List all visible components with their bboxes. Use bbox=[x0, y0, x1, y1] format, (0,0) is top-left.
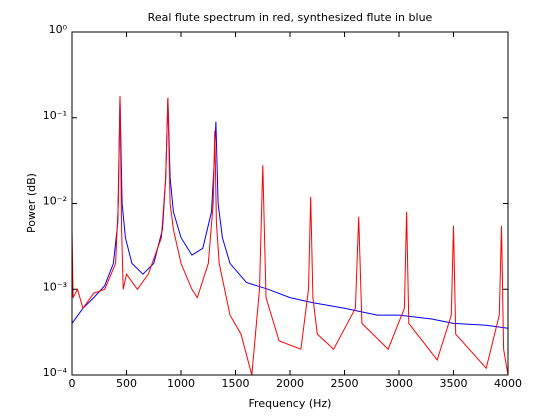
y-tick-label: 10⁻² bbox=[43, 195, 67, 208]
x-tick-label: 0 bbox=[69, 377, 76, 390]
x-tick-label: 3000 bbox=[385, 377, 413, 390]
x-tick-label: 2000 bbox=[276, 377, 304, 390]
series-line bbox=[71, 95, 509, 376]
x-tick-label: 1000 bbox=[167, 377, 195, 390]
y-axis-label: Power (dB) bbox=[25, 173, 38, 233]
x-tick-label: 3500 bbox=[440, 377, 468, 390]
x-tick-label: 4000 bbox=[494, 377, 522, 390]
x-tick-label: 2500 bbox=[331, 377, 359, 390]
x-tick-label: 1500 bbox=[222, 377, 250, 390]
x-tick-label: 500 bbox=[116, 377, 137, 390]
plot-area bbox=[71, 31, 509, 376]
y-tick-label: 10⁻⁴ bbox=[43, 366, 68, 379]
chart-title: Real flute spectrum in red, synthesized … bbox=[148, 11, 433, 24]
y-tick-label: 10⁻³ bbox=[43, 280, 67, 293]
y-tick-label: 10⁻¹ bbox=[43, 109, 67, 122]
x-axis-label: Frequency (Hz) bbox=[249, 397, 332, 410]
y-tick-label: 10⁰ bbox=[49, 23, 68, 36]
